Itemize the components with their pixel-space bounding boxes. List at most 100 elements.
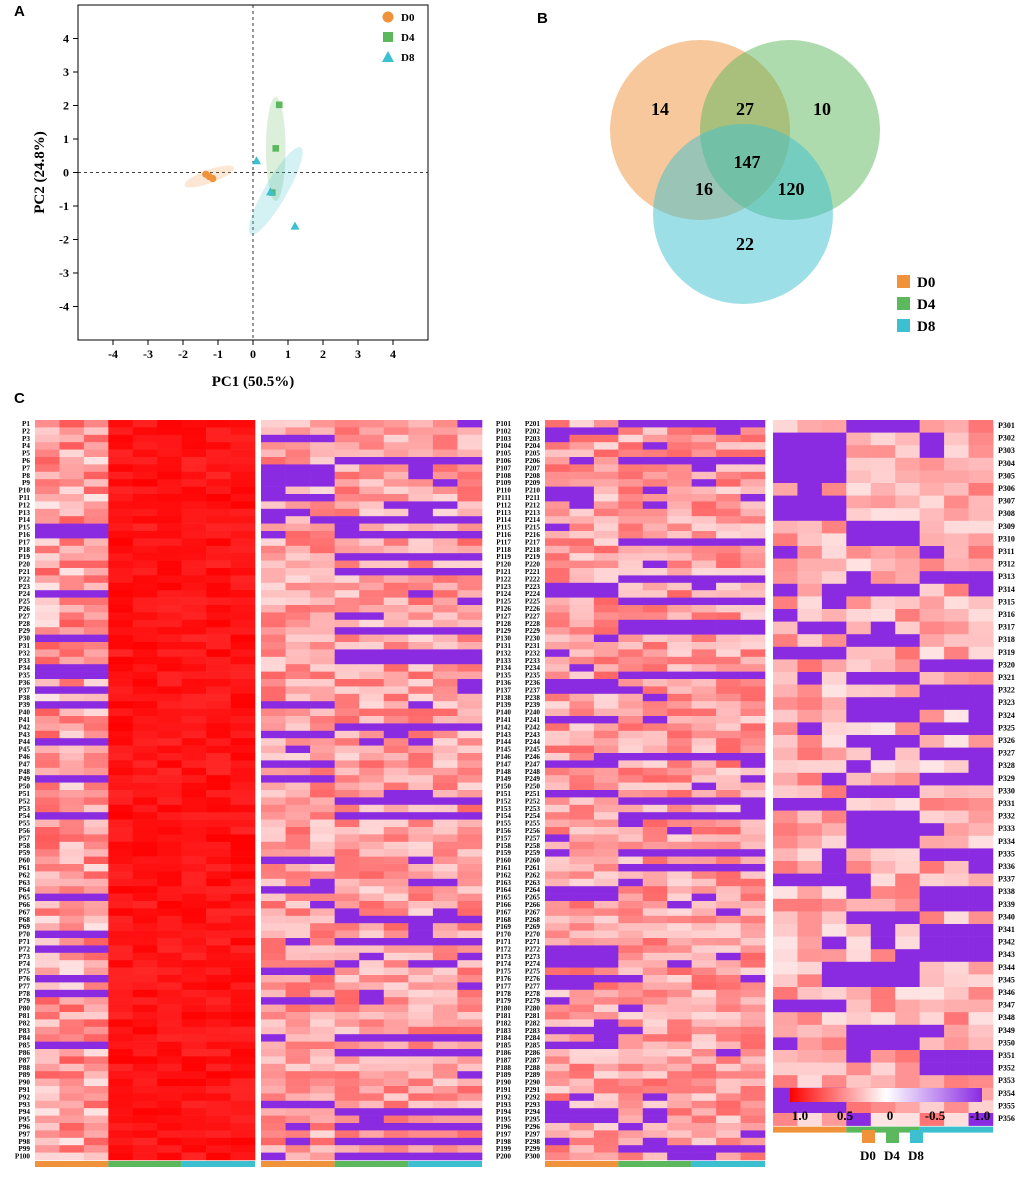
heatmap-cell — [334, 738, 360, 746]
heatmap-cell — [846, 571, 872, 585]
heatmap-cell — [716, 730, 741, 739]
heatmap-cell — [895, 697, 920, 711]
heatmap-cell — [797, 974, 823, 988]
heatmap-cell — [35, 871, 60, 880]
heatmap-cell — [230, 908, 256, 917]
heatmap-cell — [132, 760, 158, 769]
heatmap-cell — [408, 864, 434, 872]
heatmap-cell — [667, 1152, 692, 1161]
row-label: P305 — [998, 471, 1015, 480]
heatmap-cell — [408, 457, 434, 465]
heatmap-cell — [432, 827, 458, 835]
heatmap-cell — [740, 878, 766, 887]
row-label: P288 — [525, 1064, 541, 1072]
heatmap-cell — [919, 583, 945, 597]
heatmap-cell — [310, 871, 335, 880]
heatmap-cell — [593, 1004, 619, 1013]
heatmap-cell — [821, 457, 847, 471]
heatmap-cell — [716, 1130, 741, 1139]
row-label: P26 — [18, 605, 30, 613]
group-bar-d8 — [408, 1161, 482, 1167]
heatmap-cell — [667, 708, 692, 717]
heatmap-cell — [457, 871, 483, 880]
row-label: P200 — [496, 1153, 512, 1161]
heatmap-cell — [359, 471, 385, 480]
heatmap-cell — [310, 420, 335, 428]
heatmap-cell — [740, 1078, 766, 1087]
heatmap-cell — [716, 1123, 741, 1131]
heatmap-cell — [968, 432, 994, 446]
heatmap-cell — [432, 457, 458, 465]
heatmap-cell — [740, 545, 766, 554]
heatmap-cell — [261, 575, 286, 584]
heatmap-cell — [59, 1012, 85, 1020]
heatmap-cell — [593, 767, 619, 776]
heatmap-cell — [773, 772, 798, 786]
heatmap-cell — [285, 1152, 311, 1161]
heatmap-cell — [846, 1075, 872, 1089]
heatmap-cell — [740, 516, 766, 524]
heatmap-cell — [261, 523, 286, 532]
heatmap-cell — [310, 442, 335, 450]
heatmap-cell — [359, 923, 385, 931]
row-label: P277 — [525, 982, 541, 990]
heatmap-cell — [691, 915, 717, 924]
heatmap-cell — [642, 871, 668, 880]
heatmap-cell — [383, 457, 409, 465]
row-label: P72 — [18, 945, 30, 953]
heatmap-cell — [408, 634, 434, 643]
heatmap-cell — [310, 1056, 335, 1065]
row-label: P31 — [18, 642, 30, 650]
heatmap-cell — [740, 605, 766, 613]
heatmap-cell — [310, 812, 335, 820]
heatmap-cell — [618, 1145, 644, 1153]
heatmap-cell — [895, 558, 920, 572]
heatmap-cell — [59, 886, 85, 894]
heatmap-cell — [618, 893, 644, 902]
heatmap-cell — [157, 523, 182, 532]
heatmap-cell — [667, 538, 692, 547]
heatmap-cell — [35, 790, 60, 798]
heatmap-cell — [83, 523, 109, 532]
heatmap-cell — [35, 686, 60, 695]
heatmap-cell — [35, 464, 60, 473]
row-label: P315 — [998, 597, 1015, 606]
heatmap-cell — [206, 420, 231, 428]
heatmap-cell — [618, 945, 644, 954]
row-label: P121 — [496, 568, 512, 576]
heatmap-cell — [691, 708, 717, 717]
heatmap-cell — [968, 1037, 994, 1051]
heatmap-cell — [716, 597, 741, 606]
heatmap-cell — [408, 1019, 434, 1028]
heatmap-cell — [545, 1108, 570, 1116]
row-label: P241 — [525, 716, 541, 724]
heatmap-cell — [59, 434, 85, 443]
heatmap-cell — [383, 1100, 409, 1109]
heatmap-cell — [408, 975, 434, 983]
heatmap-cell — [359, 523, 385, 532]
heatmap-cell — [545, 864, 570, 872]
heatmap-cell — [593, 730, 619, 739]
heatmap-cell — [157, 886, 182, 894]
row-label: P350 — [998, 1038, 1015, 1047]
heatmap-cell — [740, 856, 766, 865]
heatmap-cell — [310, 997, 335, 1005]
heatmap-cell — [108, 612, 134, 621]
heatmap-cell — [740, 1049, 766, 1057]
heatmap-cell — [261, 1034, 286, 1042]
heatmap-cell — [157, 1071, 182, 1079]
heatmap-cell — [408, 834, 434, 843]
heatmap-cell — [569, 642, 595, 650]
heatmap-cell — [691, 1041, 717, 1050]
heatmap-cell — [797, 684, 823, 698]
heatmap-cell — [642, 849, 668, 857]
heatmap-cell — [642, 767, 668, 776]
heatmap-cell — [569, 582, 595, 591]
heatmap-cell — [667, 812, 692, 820]
heatmap-cell — [108, 701, 134, 709]
heatmap-cell — [432, 568, 458, 576]
heatmap-cell — [944, 798, 969, 811]
heatmap-cell — [35, 553, 60, 561]
row-label: P257 — [525, 834, 541, 842]
heatmap-cell — [35, 989, 60, 998]
